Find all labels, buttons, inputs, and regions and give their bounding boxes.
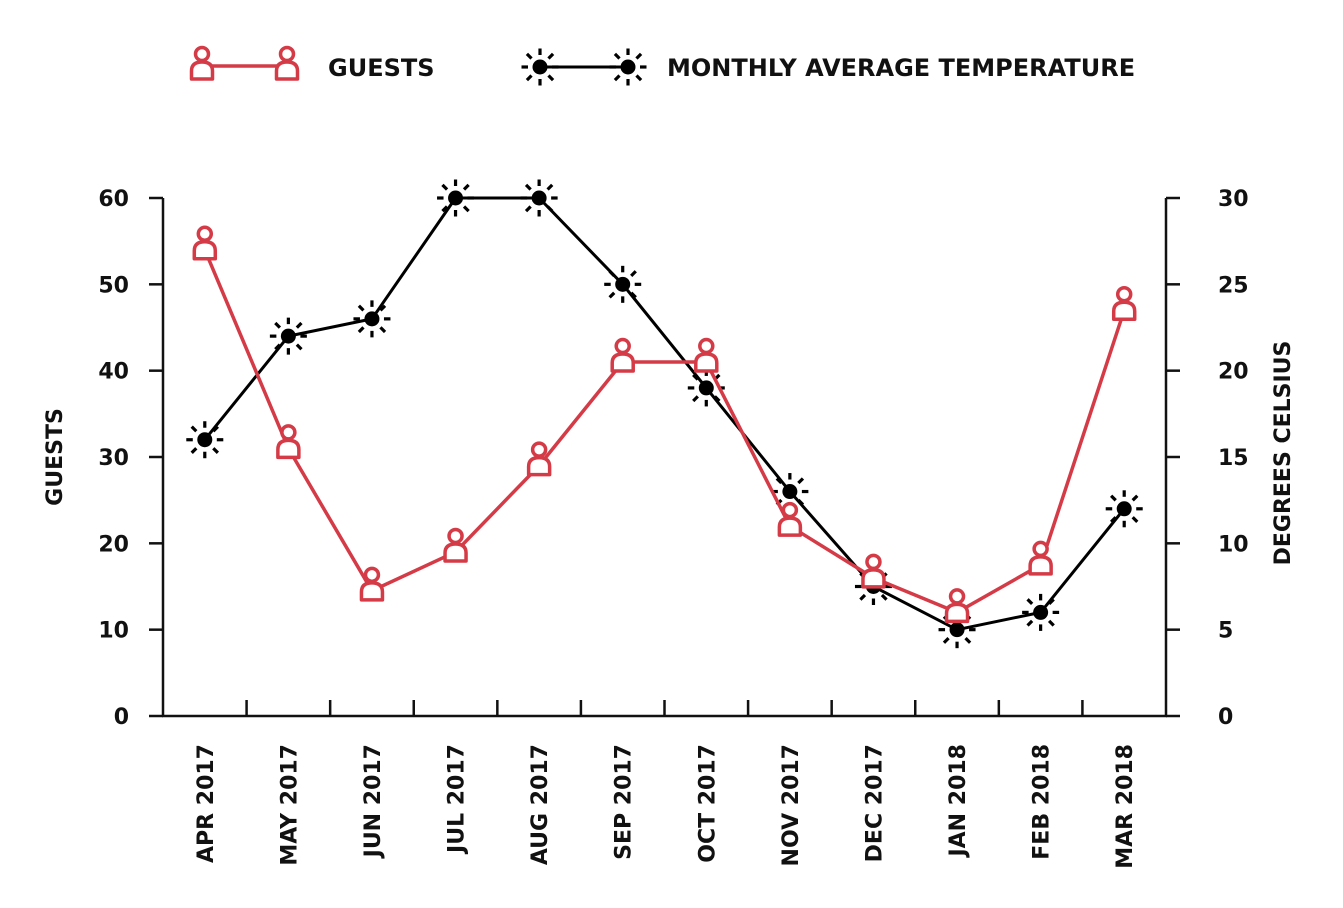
y2-tick-label: 15 <box>1218 446 1249 471</box>
temperature-point <box>604 265 642 303</box>
y2-tick-label: 10 <box>1218 532 1249 557</box>
y-tick-label: 40 <box>98 360 129 385</box>
person-icon <box>189 45 215 81</box>
x-tick-label: FEB 2018 <box>1030 744 1055 860</box>
y-tick-label: 10 <box>98 619 129 644</box>
guests-point <box>443 527 468 563</box>
temperature-point <box>353 300 391 338</box>
x-tick-label: JUN 2017 <box>361 744 386 859</box>
legend: GUESTS MONTHLY AVERAGE TEMPERATURE <box>189 45 1135 86</box>
x-tick-label: NOV 2017 <box>779 744 804 866</box>
y-tick-label: 0 <box>114 705 129 730</box>
x-tick-label: JAN 2018 <box>946 744 971 859</box>
guests-point <box>276 424 301 460</box>
y-tick-label: 60 <box>98 187 129 212</box>
x-tick-label: MAY 2017 <box>277 744 302 866</box>
chart-axes: 0 10 20 30 40 50 60 0 5 10 15 20 25 30 APR 2017 MAY 201… <box>43 187 1296 869</box>
series-temperature <box>186 179 1143 649</box>
y2-tick-label: 5 <box>1218 619 1233 644</box>
y2-axis-title: DEGREES CELSIUS <box>1271 341 1296 566</box>
temperature-point <box>186 421 224 459</box>
sun-icon <box>521 48 559 86</box>
guests-point <box>944 588 970 624</box>
guests-point <box>526 441 552 477</box>
x-tick-label: JUL 2017 <box>445 744 470 855</box>
y2-tick-label: 20 <box>1218 360 1249 385</box>
x-tick-label: MAR 2018 <box>1113 744 1138 869</box>
temperature-line <box>203 196 1126 632</box>
guests-point <box>359 566 385 602</box>
x-tick-label: SEP 2017 <box>612 744 637 860</box>
y-tick-label: 50 <box>98 273 129 298</box>
y-tick-label: 30 <box>98 446 129 471</box>
temperature-point <box>1105 490 1143 528</box>
x-tick-label: DEC 2017 <box>862 744 887 862</box>
person-icon <box>274 45 300 81</box>
guests-point <box>694 337 719 373</box>
temperature-point <box>269 317 307 355</box>
sun-icon <box>609 48 647 86</box>
temperature-point <box>1022 593 1060 631</box>
guests-point <box>861 553 886 589</box>
guests-line <box>203 249 1126 615</box>
guests-point <box>192 225 218 261</box>
x-tick-label: APR 2017 <box>194 744 219 863</box>
y2-tick-label: 0 <box>1218 705 1233 730</box>
series-layer <box>186 179 1143 649</box>
guests-point <box>777 501 803 537</box>
guests-point <box>1028 540 1053 576</box>
guests-point <box>1111 285 1137 321</box>
temperature-point <box>687 369 725 407</box>
x-tick-label: AUG 2017 <box>528 744 553 865</box>
temperature-point <box>437 179 475 217</box>
legend-item-guests: GUESTS <box>189 45 435 82</box>
legend-label-guests: GUESTS <box>328 54 435 82</box>
y-axis-title: GUESTS <box>43 408 68 506</box>
y2-tick-label: 25 <box>1218 273 1249 298</box>
legend-label-temperature: MONTHLY AVERAGE TEMPERATURE <box>667 54 1135 82</box>
legend-item-temperature: MONTHLY AVERAGE TEMPERATURE <box>521 48 1135 86</box>
guests-point <box>610 337 635 373</box>
y2-tick-label: 30 <box>1218 187 1249 212</box>
temperature-point <box>520 179 558 217</box>
series-guests <box>192 225 1137 624</box>
y-tick-label: 20 <box>98 532 129 557</box>
x-tick-label: OCT 2017 <box>695 744 720 863</box>
